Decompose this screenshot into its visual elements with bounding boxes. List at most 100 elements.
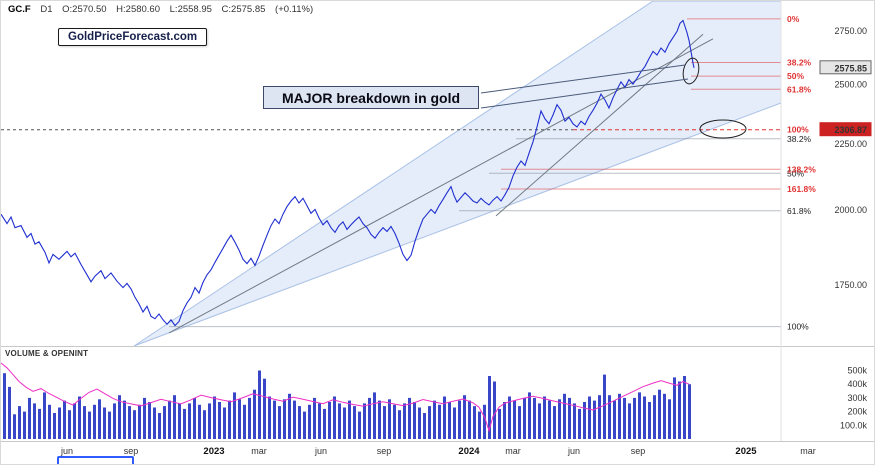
volume-bar (388, 399, 391, 439)
volume-bar (228, 400, 231, 439)
highlight-ellipse (682, 57, 700, 85)
trendline (495, 33, 704, 217)
volume-bar (243, 404, 246, 440)
high-value: H:2580.60 (116, 4, 160, 15)
volume-bar (58, 407, 61, 439)
ohlc-header: GC.F D1 O:2570.50 H:2580.60 L:2558.95 C:… (8, 4, 320, 15)
price-axis[interactable] (783, 1, 875, 441)
volume-bar (448, 402, 451, 439)
volume-bar (123, 400, 126, 439)
volume-bar (523, 397, 526, 439)
price-tick-label: 2000.00 (834, 205, 867, 215)
volume-bar (203, 410, 206, 439)
volume-bar (648, 402, 651, 439)
volume-bar (268, 396, 271, 439)
price-tick-label: 2500.00 (834, 80, 867, 90)
price-badge (819, 60, 872, 75)
trend-channel (133, 1, 782, 347)
volume-bar (528, 392, 531, 439)
volume-bar (318, 403, 321, 439)
volume-bar (43, 392, 46, 439)
time-tick-label: sep (631, 446, 646, 456)
volume-bar (668, 399, 671, 439)
volume-bar (433, 400, 436, 439)
change-value: (+0.11%) (275, 4, 314, 15)
low-value: L:2558.95 (169, 4, 212, 15)
volume-bar (343, 407, 346, 439)
time-tick-label: 2023 (203, 446, 224, 457)
volume-bar (353, 406, 356, 439)
volume-bar (113, 403, 116, 439)
price-badge-label: 2575.85 (834, 63, 867, 73)
volume-bar (653, 395, 656, 439)
fib-red-label: 161.8% (787, 184, 816, 194)
watermark-badge[interactable]: GoldPriceForecast.com (58, 28, 208, 46)
volume-bar (23, 411, 26, 439)
volume-bar (173, 395, 176, 439)
volume-panel-title: VOLUME & OPENINT (5, 349, 89, 358)
volume-bar (658, 389, 661, 439)
volume-bar (583, 402, 586, 439)
volume-bar (348, 400, 351, 439)
open-value: O:2570.50 (62, 4, 107, 15)
bottom-left-blue-box[interactable] (57, 456, 134, 464)
volume-bar (468, 400, 471, 439)
volume-bar (643, 396, 646, 439)
time-tick-label: mar (251, 446, 267, 456)
volume-bar (88, 411, 91, 439)
volume-bar (673, 377, 676, 439)
symbol-label: GC.F (8, 4, 31, 15)
volume-bar (278, 406, 281, 439)
price-badge-label: 2306.87 (834, 125, 867, 135)
volume-bar (678, 381, 681, 439)
volume-bar (73, 403, 76, 439)
highlight-ellipse (699, 119, 747, 139)
volume-bar (578, 408, 581, 439)
volume-bar (508, 396, 511, 439)
volume-tick-label: 300k (847, 393, 867, 403)
volume-bar (688, 384, 691, 439)
volume-bar (623, 397, 626, 439)
open-interest-line (1, 362, 690, 433)
volume-bar (398, 410, 401, 439)
volume-bar (518, 406, 521, 439)
volume-bar (238, 399, 241, 439)
time-tick-label: 2024 (458, 446, 480, 457)
fib-red-label: 50% (787, 71, 804, 81)
volume-bar (333, 396, 336, 439)
volume-bar (638, 392, 641, 439)
volume-bar (78, 396, 81, 439)
volume-bar (608, 395, 611, 439)
volume-bar (218, 402, 221, 439)
volume-bar (128, 406, 131, 439)
volume-bar (18, 406, 21, 439)
volume-bar (103, 407, 106, 439)
volume-bar (538, 403, 541, 439)
volume-bar (473, 406, 476, 439)
volume-bar (28, 397, 31, 439)
volume-bar (603, 374, 606, 439)
volume-bar (213, 396, 216, 439)
volume-bar (423, 413, 426, 439)
volume-bar (38, 408, 41, 439)
volume-bar (498, 408, 501, 439)
volume-bar (178, 403, 181, 439)
breakdown-callout-box[interactable]: MAJOR breakdown in gold (263, 86, 479, 109)
volume-bar (33, 403, 36, 439)
volume-bar (543, 396, 546, 439)
volume-bar (573, 403, 576, 439)
timeframe-label: D1 (40, 4, 53, 15)
volume-tick-label: 200k (847, 407, 867, 417)
volume-bar (263, 378, 266, 439)
volume-bar (613, 400, 616, 439)
volume-bar (53, 413, 56, 439)
time-tick-label: sep (377, 446, 392, 456)
volume-bar (293, 400, 296, 439)
volume-bar (223, 407, 226, 439)
volume-bar (8, 386, 11, 439)
volume-bar (63, 400, 66, 439)
volume-bar (158, 413, 161, 439)
fib-major-label: 38.2% (787, 134, 812, 144)
